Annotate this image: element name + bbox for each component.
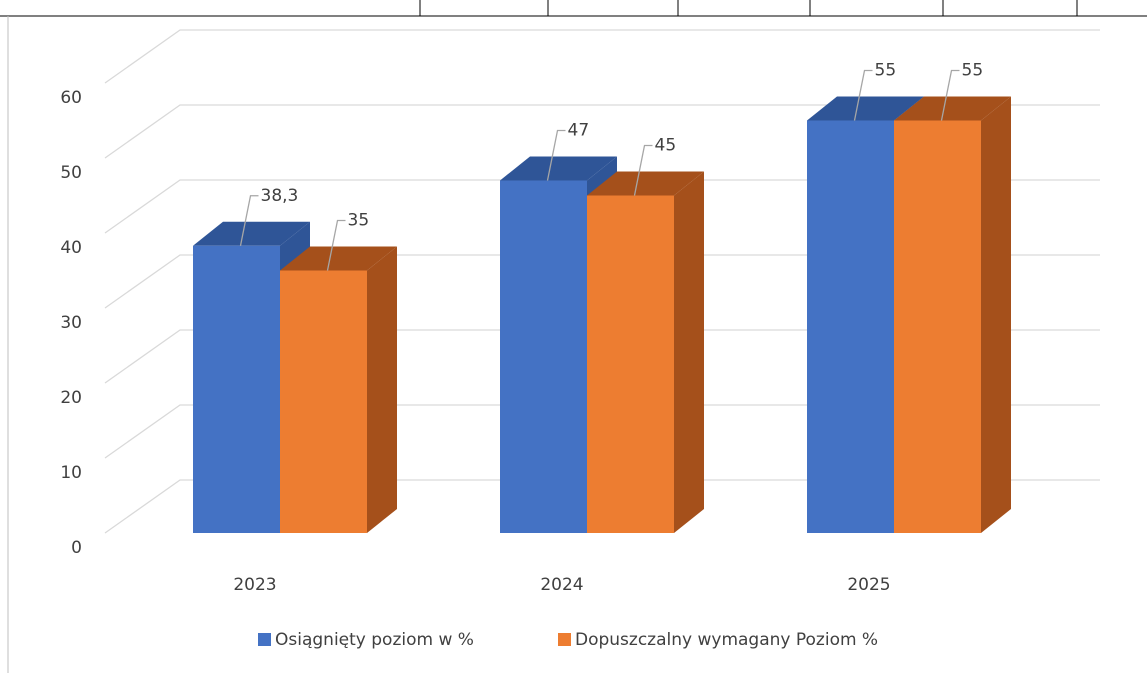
grid-line [104, 179, 1100, 234]
leader-line [940, 69, 960, 121]
x-tick-label: 2023 [233, 575, 276, 595]
legend-swatch [258, 633, 271, 646]
grid-line [104, 254, 1100, 309]
legend-swatch [558, 633, 571, 646]
grid-line [104, 329, 1100, 384]
bar [587, 171, 704, 533]
bar-side [367, 246, 397, 533]
leader-line [633, 144, 653, 196]
x-tick-label: 2024 [540, 575, 583, 595]
bar-front [894, 120, 981, 533]
leader-line [853, 69, 873, 121]
leader-line [326, 219, 346, 271]
bar-front [500, 180, 587, 533]
y-tick-label: 20 [60, 388, 82, 408]
data-label: 55 [962, 61, 984, 81]
bar-top [894, 96, 1011, 121]
leader-line [546, 129, 566, 181]
grid-line [104, 404, 1100, 459]
bar-front [807, 120, 894, 533]
y-tick-label: 50 [60, 163, 82, 183]
data-label: 38,3 [261, 186, 299, 206]
bar-top [280, 246, 397, 271]
data-label: 55 [875, 61, 897, 81]
y-tick-label: 40 [60, 238, 82, 258]
legend-label: Osiągnięty poziom w % [275, 630, 474, 650]
grid-line [104, 29, 1100, 84]
y-tick-label: 60 [60, 88, 82, 108]
leader-line [239, 195, 259, 246]
bar-top [807, 96, 924, 121]
y-tick-label: 10 [60, 463, 82, 483]
y-tick-label: 0 [71, 538, 82, 558]
bar-top [500, 156, 617, 181]
bar [894, 96, 1011, 533]
grid-line [104, 479, 1100, 534]
bar-top [587, 171, 704, 196]
bar [280, 246, 397, 533]
bar-front [587, 195, 674, 533]
legend-label: Dopuszczalny wymagany Poziom % [575, 630, 878, 650]
bar-side [981, 96, 1011, 533]
bar-front [280, 270, 367, 533]
bar-side [674, 171, 704, 533]
y-tick-label: 30 [60, 313, 82, 333]
data-label: 35 [348, 211, 370, 231]
bar-top [193, 221, 310, 246]
x-tick-label: 2025 [847, 575, 890, 595]
data-label: 45 [655, 136, 677, 156]
bar-front [193, 245, 280, 533]
data-label: 47 [568, 121, 590, 141]
grid-line [104, 104, 1100, 159]
